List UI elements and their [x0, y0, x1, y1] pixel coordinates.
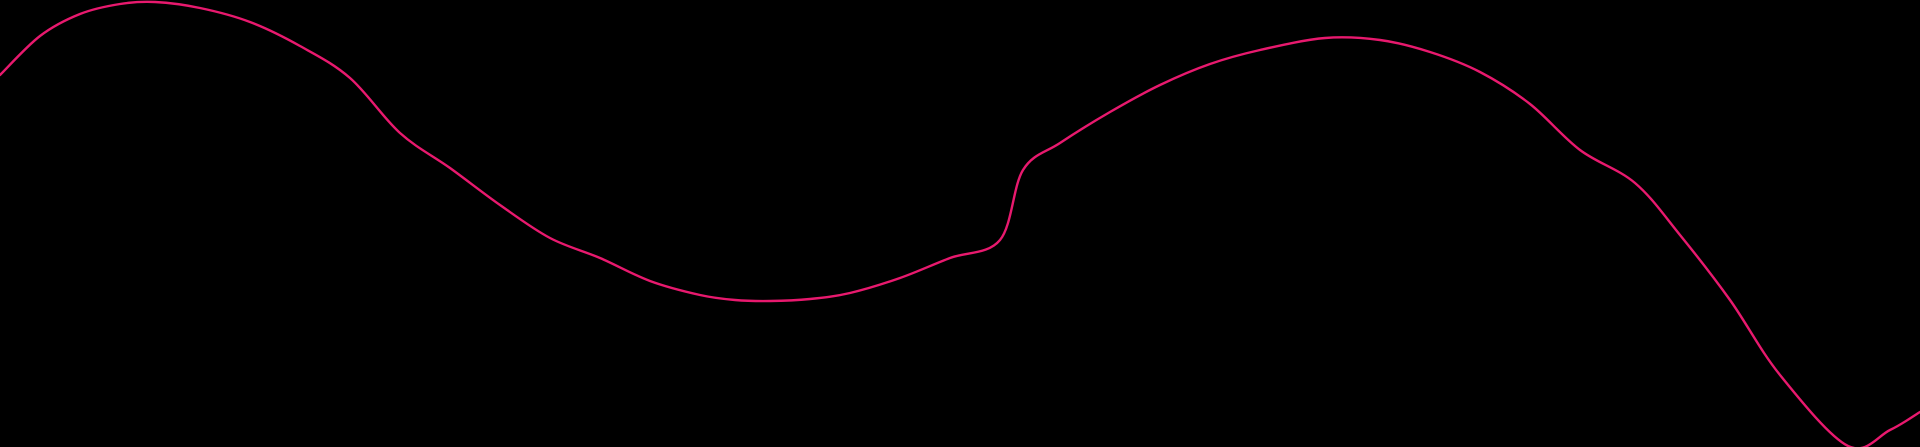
sine-wave-curve — [0, 0, 1920, 447]
plot-background — [0, 0, 1920, 447]
plot-canvas — [0, 0, 1920, 447]
wave-plot-svg — [0, 0, 1920, 447]
